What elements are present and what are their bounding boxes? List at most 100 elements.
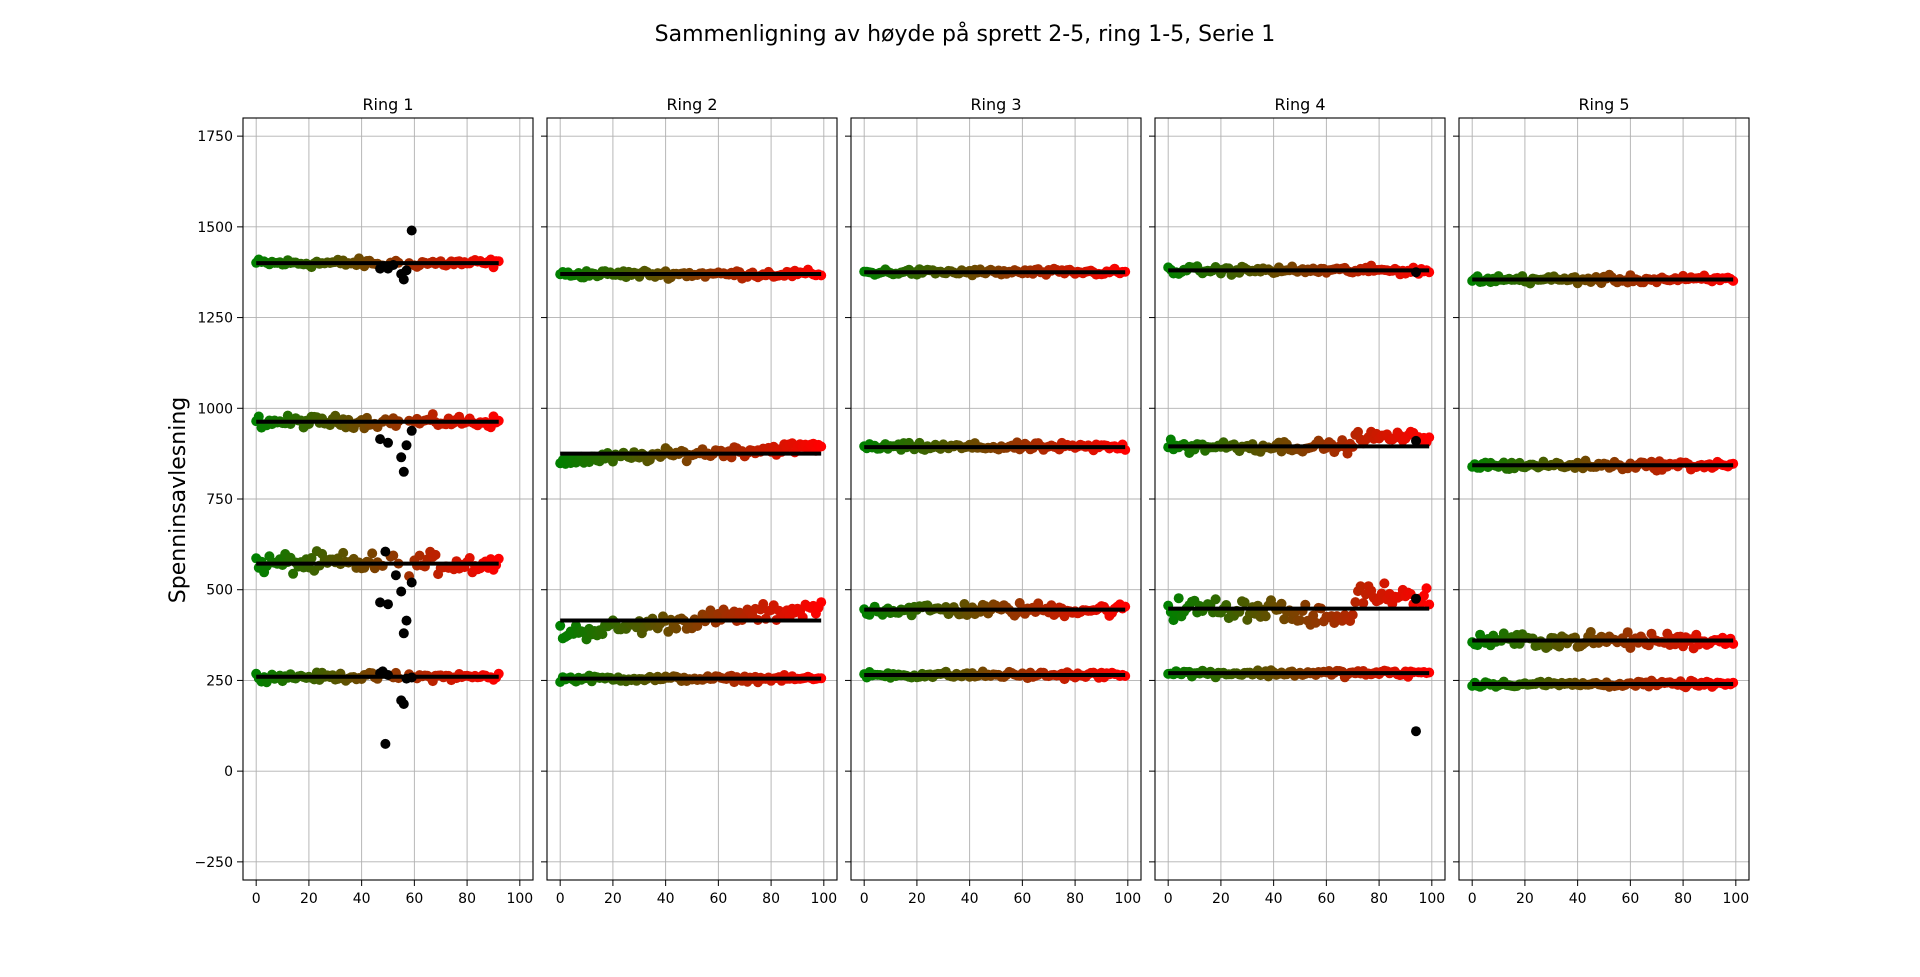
- y-tick-label: 1000: [197, 401, 233, 417]
- data-point: [253, 411, 264, 422]
- outlier-point: [1411, 435, 1421, 446]
- data-point: [288, 568, 299, 579]
- data-point: [671, 623, 682, 634]
- outlier-point: [390, 570, 401, 581]
- series-level-1: [859, 263, 1131, 281]
- data-point: [1358, 598, 1369, 608]
- x-tick-label: 0: [252, 891, 261, 907]
- x-tick-label: 40: [1569, 891, 1587, 907]
- y-tick-label: 750: [206, 492, 233, 508]
- data-point: [1355, 581, 1366, 592]
- data-point: [1350, 597, 1361, 608]
- x-tick-label: 0: [1164, 891, 1173, 907]
- data-point: [816, 441, 827, 452]
- subplot-title: Ring 4: [1274, 95, 1325, 114]
- outlier-point: [383, 437, 393, 448]
- data-point: [493, 553, 504, 564]
- subplot-ring-5: 0 20 40 60 80 100 Ring 5: [1453, 95, 1750, 907]
- x-tick-label: 80: [1066, 891, 1084, 907]
- outlier-point: [401, 265, 412, 276]
- x-tick-label: 80: [1674, 891, 1692, 907]
- series-level-3: [859, 598, 1131, 622]
- x-tick-label: 20: [1212, 891, 1230, 907]
- y-tick-label: 1750: [197, 129, 233, 145]
- data-point: [338, 547, 349, 558]
- x-tick-label: 0: [860, 891, 869, 907]
- subplot-title: Ring 5: [1578, 95, 1629, 114]
- data-point: [1347, 609, 1358, 620]
- x-tick-label: 40: [657, 891, 675, 907]
- outlier-point: [398, 628, 409, 639]
- series-level-4: [251, 666, 504, 749]
- y-axis-label: Spenninsavlesning: [166, 397, 191, 603]
- series-level-4: [1467, 675, 1739, 693]
- outlier-point: [406, 425, 417, 436]
- x-tick-label: 20: [1516, 891, 1534, 907]
- outlier-point: [406, 577, 417, 588]
- chart-title: Sammenligning av høyde på sprett 2-5, ri…: [655, 21, 1276, 47]
- data-point: [1379, 578, 1390, 589]
- data-point: [1622, 627, 1633, 638]
- series-level-2: [1467, 455, 1739, 476]
- series-level-1: [555, 264, 827, 284]
- y-tick-label: −250: [195, 855, 233, 871]
- series-level-2: [859, 437, 1131, 456]
- subplot-ring-4: 0 20 40 60 80 100 Ring 4: [1149, 95, 1446, 907]
- series-level-1: [1163, 260, 1435, 280]
- data-point: [464, 553, 475, 563]
- data-point: [1353, 426, 1363, 437]
- data-point: [414, 550, 425, 561]
- data-point: [1424, 432, 1435, 443]
- x-tick-label: 0: [556, 891, 565, 907]
- x-tick-label: 100: [1418, 891, 1445, 907]
- data-point: [597, 629, 608, 640]
- x-tick-label: 100: [1114, 891, 1141, 907]
- x-tick-label: 100: [810, 891, 837, 907]
- x-tick-label: 40: [961, 891, 979, 907]
- x-tick-label: 100: [1722, 891, 1749, 907]
- outlier-point: [401, 440, 412, 451]
- outlier-point: [375, 597, 386, 608]
- subplot-title: Ring 3: [970, 95, 1021, 114]
- subplot-ring-3: 0 20 40 60 80 100 Ring 3: [845, 95, 1142, 907]
- outlier-point: [383, 599, 393, 610]
- data-point: [367, 548, 378, 559]
- data-point: [430, 549, 441, 560]
- x-tick-label: 60: [1621, 891, 1639, 907]
- data-point: [1210, 594, 1221, 605]
- x-tick-label: 100: [506, 891, 533, 907]
- series-level-1: [1467, 269, 1739, 289]
- data-point: [1239, 597, 1250, 608]
- data-point: [1421, 583, 1432, 594]
- series-level-2: [251, 409, 504, 477]
- x-tick-label: 20: [908, 891, 926, 907]
- subplot-title: Ring 1: [362, 95, 413, 114]
- y-tick-label: 1250: [197, 311, 233, 327]
- outlier-point: [396, 452, 407, 463]
- data-point: [816, 673, 827, 684]
- data-point: [816, 597, 827, 608]
- data-point: [1543, 641, 1554, 652]
- data-point: [1554, 641, 1565, 652]
- y-tick-label: 0: [224, 764, 233, 780]
- x-tick-label: 60: [709, 891, 727, 907]
- x-tick-label: 80: [458, 891, 476, 907]
- outlier-point: [398, 466, 409, 477]
- series-level-3: [251, 546, 504, 639]
- series-level-3: [1467, 627, 1739, 654]
- x-tick-label: 0: [1468, 891, 1477, 907]
- series-level-4: [1163, 665, 1435, 737]
- outlier-point: [380, 546, 391, 557]
- data-point: [306, 553, 317, 563]
- series-level-1: [251, 225, 504, 285]
- subplot-title: Ring 2: [666, 95, 717, 114]
- series-level-2: [555, 438, 827, 469]
- series-level-2: [1163, 426, 1435, 459]
- x-tick-label: 60: [1013, 891, 1031, 907]
- outlier-point: [396, 586, 407, 597]
- series-level-4: [555, 670, 827, 688]
- outlier-point: [398, 274, 409, 285]
- x-tick-label: 80: [1370, 891, 1388, 907]
- outlier-point: [406, 225, 417, 236]
